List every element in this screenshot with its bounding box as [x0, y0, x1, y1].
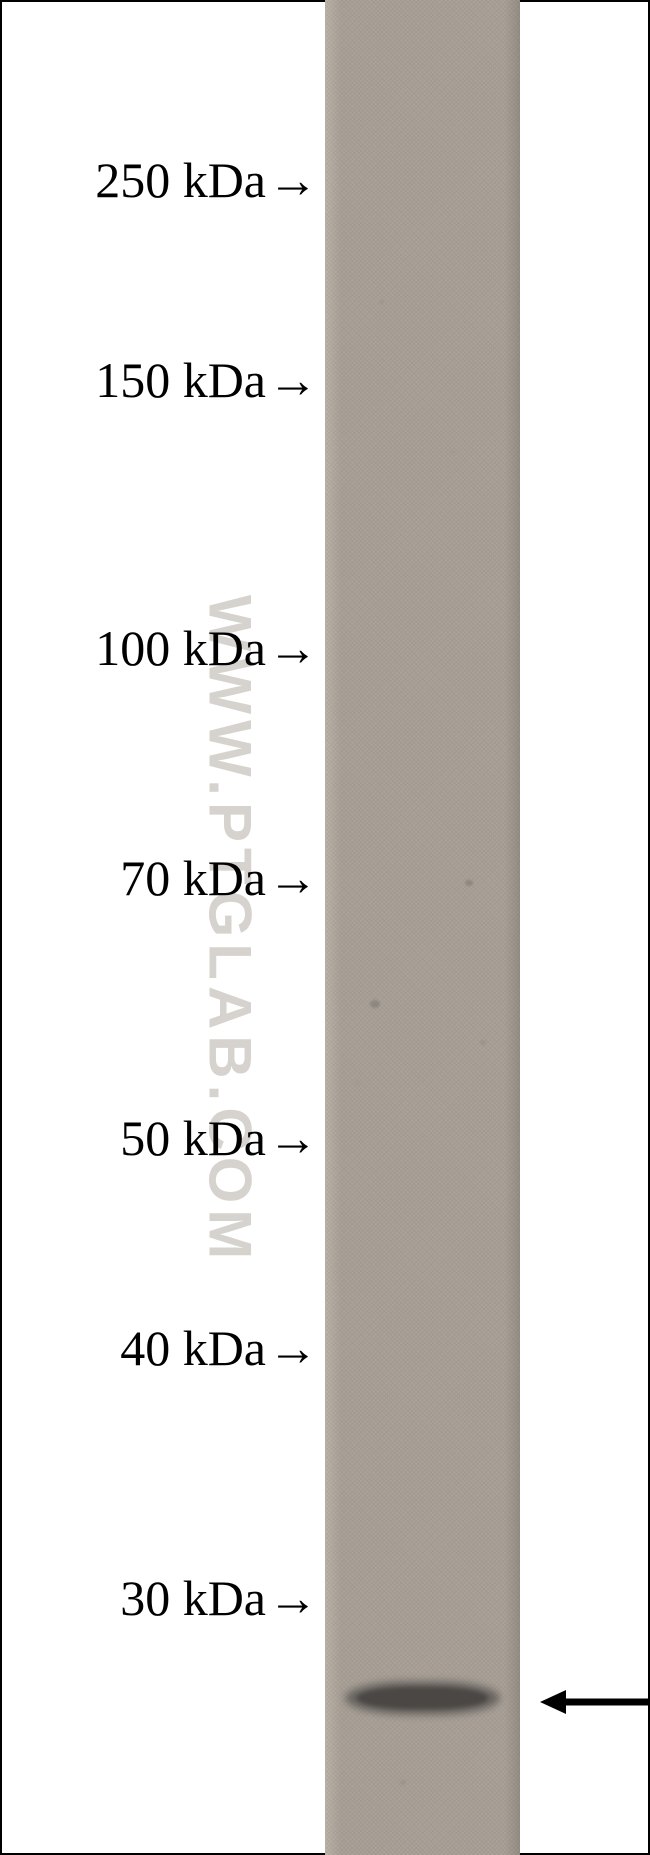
- blot-speck: [370, 1000, 380, 1008]
- blot-speck: [450, 450, 455, 454]
- mw-marker-label: 30 kDa: [120, 1569, 266, 1627]
- arrow-right-icon: →: [268, 1109, 318, 1167]
- mw-marker-100-kda: 100 kDa→: [95, 619, 318, 677]
- arrow-right-icon: →: [268, 849, 318, 907]
- blot-speck: [480, 1040, 486, 1045]
- band-indicator-arrow: [540, 1682, 650, 1722]
- arrow-right-icon: →: [268, 151, 318, 209]
- blot-speck: [355, 1080, 360, 1085]
- mw-marker-40-kda: 40 kDa→: [120, 1319, 318, 1377]
- arrow-right-icon: →: [268, 619, 318, 677]
- mw-marker-70-kda: 70 kDa→: [120, 849, 318, 907]
- blot-speck: [400, 1780, 406, 1785]
- arrow-left-icon: [540, 1682, 650, 1722]
- arrow-right-icon: →: [268, 351, 318, 409]
- mw-marker-50-kda: 50 kDa→: [120, 1109, 318, 1167]
- arrow-right-icon: →: [268, 1319, 318, 1377]
- arrow-right-icon: →: [268, 1569, 318, 1627]
- blot-lane: [325, 0, 520, 1855]
- blot-speck: [465, 880, 473, 886]
- mw-marker-label: 40 kDa: [120, 1319, 266, 1377]
- mw-marker-30-kda: 30 kDa→: [120, 1569, 318, 1627]
- mw-marker-label: 150 kDa: [95, 351, 266, 409]
- mw-marker-label: 250 kDa: [95, 151, 266, 209]
- mw-marker-150-kda: 150 kDa→: [95, 351, 318, 409]
- mw-marker-250-kda: 250 kDa→: [95, 151, 318, 209]
- blot-speck: [380, 300, 384, 304]
- mw-marker-label: 50 kDa: [120, 1109, 266, 1167]
- mw-marker-label: 100 kDa: [95, 619, 266, 677]
- protein-band-core: [357, 1687, 488, 1709]
- mw-marker-label: 70 kDa: [120, 849, 266, 907]
